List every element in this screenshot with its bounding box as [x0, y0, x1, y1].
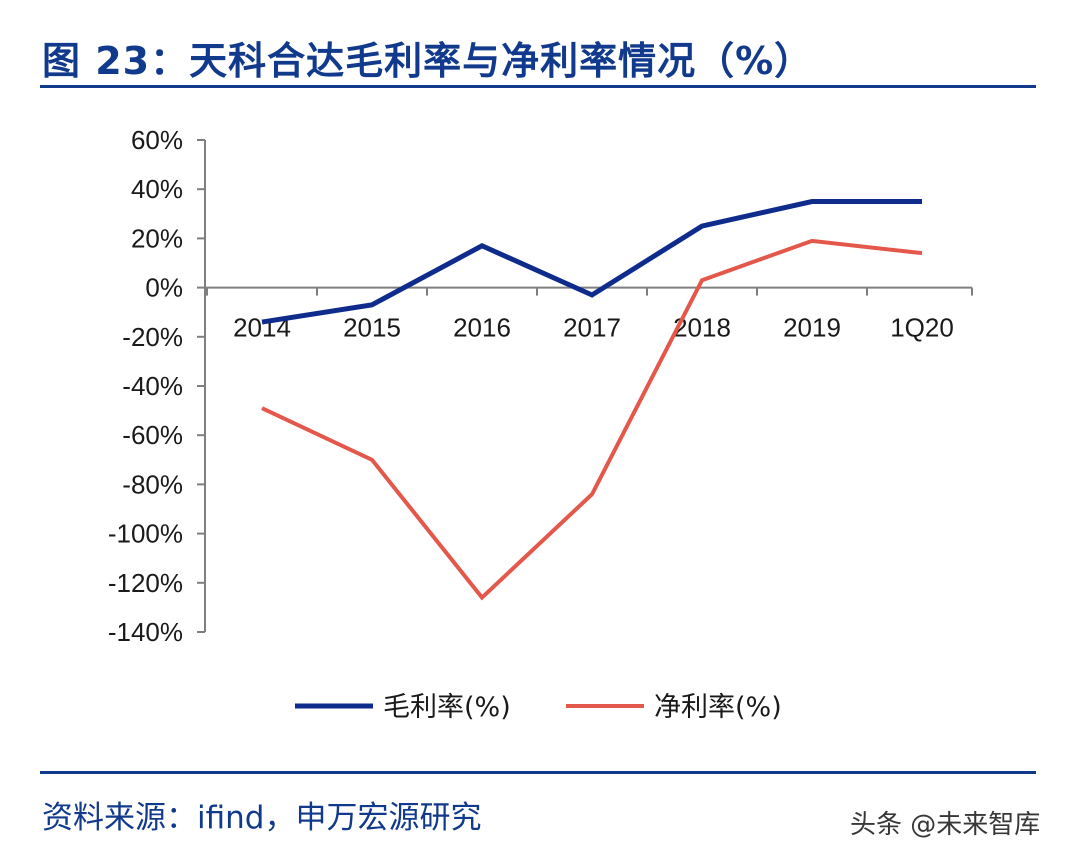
y-tick-label: -40% [122, 371, 183, 401]
y-tick-label: 20% [131, 223, 183, 253]
x-tick-label: 2015 [343, 313, 401, 343]
legend-label: 毛利率(%) [383, 692, 511, 723]
x-axis: 2014 2015 2016 2017 2018 2019 1Q20 [205, 286, 973, 343]
chart-title: 图 23：天科合达毛利率与净利率情况（%） [42, 39, 814, 83]
x-tick-label: 2017 [563, 313, 621, 343]
x-tick-label: 2016 [453, 313, 511, 343]
line-chart: 60% 40% 20% 0% -20% -40% -60% -80% -100% -120% -14… [108, 125, 973, 723]
x-tick-label: 2019 [783, 313, 841, 343]
y-axis: 60% 40% 20% 0% -20% -40% -60% -80% -100% -120% -14… [108, 125, 206, 647]
footer-divider [40, 771, 1036, 774]
y-tick-label: 60% [131, 125, 183, 155]
series-line-gross-margin [261, 199, 922, 325]
y-tick-label: -140% [108, 617, 183, 647]
y-tick-label: -120% [108, 568, 183, 598]
source-note: 资料来源：ifind，申万宏源研究 [42, 800, 482, 836]
series-lines [261, 199, 923, 601]
x-tick-label: 1Q20 [890, 313, 954, 343]
y-tick-label: -20% [122, 322, 183, 352]
y-tick-label: -80% [122, 469, 183, 499]
legend-label: 净利率(%) [654, 692, 782, 723]
watermark: 头条 @未来智库 [850, 810, 1041, 840]
y-tick-label: -100% [108, 519, 183, 549]
y-tick-label: 40% [131, 174, 183, 204]
legend: 毛利率(%) 净利率(%) [295, 692, 782, 723]
y-tick-label: 0% [145, 273, 183, 303]
title-divider [40, 85, 1036, 88]
y-tick-label: -60% [122, 420, 183, 450]
